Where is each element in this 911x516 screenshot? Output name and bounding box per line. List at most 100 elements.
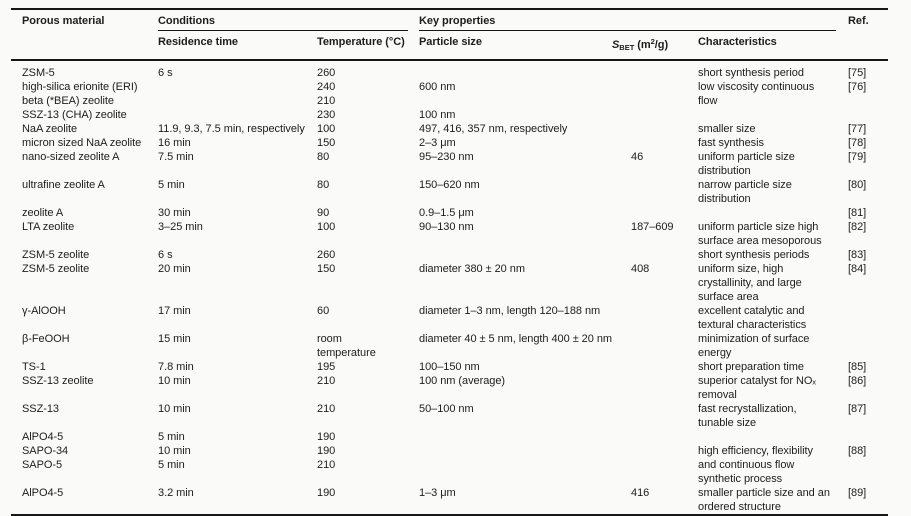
cell-particle-size <box>419 430 612 444</box>
cell-temperature: 190 <box>317 487 336 499</box>
column-header-residence-time-label: Residence time <box>158 36 239 48</box>
cell-characteristics: excellent catalytic and textural charact… <box>698 305 807 331</box>
cell-residence-time: 6 s <box>158 67 173 79</box>
cell-temperature: 80 <box>317 151 330 163</box>
cell-residence-time: 5 min <box>158 179 185 191</box>
column-header-characteristics-label: Characteristics <box>698 36 777 48</box>
cell-particle-size: 2–3 μm <box>419 137 456 149</box>
cell-particle-size: 100–150 nm <box>419 361 480 373</box>
cell-ref: [85] <box>848 361 867 373</box>
sbet-symbol: S <box>612 39 620 51</box>
table-header: Porous material Conditions Key propertie… <box>11 9 889 61</box>
sbet-superscript: 2 <box>650 37 655 46</box>
cell-characteristics: fast recrystallization, tunable size <box>698 403 797 429</box>
cell-particle-size: 95–230 nm <box>419 151 474 163</box>
cell-residence-time: 20 min <box>158 263 191 275</box>
cell-material: β-FeOOH <box>22 333 70 345</box>
cell-ref: [87] <box>848 403 867 415</box>
cell-material: LTA zeolite <box>22 221 75 233</box>
table-row: SSZ-13 10 min 210 50–100 nm fast recrystalli… <box>11 402 888 430</box>
cell-sbet <box>612 374 698 402</box>
cell-material: high-silica erionite (ERI) beta (*BEA) z… <box>22 81 138 121</box>
cell-material: SSZ-13 zeolite <box>22 375 94 387</box>
cell-residence-time: 15 min <box>158 333 191 345</box>
cell-material: γ-AlOOH <box>22 305 66 317</box>
cell-ref: [88] <box>848 445 867 457</box>
cell-ref: [77] <box>848 123 867 135</box>
cell-temperature: 190 210 <box>317 445 336 471</box>
column-header-porous-material-label: Porous material <box>22 15 105 27</box>
sbet-suffix: /g) <box>654 39 669 51</box>
cell-particle-size: 150–620 nm <box>419 179 480 191</box>
cell-particle-size <box>419 444 612 486</box>
cell-characteristics: fast synthesis <box>698 137 764 149</box>
cell-residence-time: 17 min <box>158 305 191 317</box>
cell-particle-size: 100 nm (average) <box>419 375 506 387</box>
cell-ref: [81] <box>848 207 867 219</box>
cell-temperature: 210 <box>317 375 336 387</box>
cell-characteristics: smaller size <box>698 123 756 135</box>
cell-ref: [76] <box>848 81 867 93</box>
cell-residence-time: 10 min 5 min <box>158 445 191 471</box>
cell-sbet <box>612 60 698 80</box>
cell-characteristics: short synthesis period <box>698 67 804 79</box>
cell-material: SAPO-34 SAPO-5 <box>22 445 69 471</box>
cell-temperature: 195 <box>317 361 336 373</box>
table-row: high-silica erionite (ERI) beta (*BEA) z… <box>11 80 888 122</box>
cell-material: SSZ-13 <box>22 403 59 415</box>
column-group-key-properties: Key properties <box>419 9 848 32</box>
cell-temperature: 210 <box>317 403 336 415</box>
cell-particle-size: 90–130 nm <box>419 221 474 233</box>
cell-temperature: 80 <box>317 179 330 191</box>
cell-sbet <box>612 178 698 206</box>
table-row: SSZ-13 zeolite 10 min 210 100 nm (average) s… <box>11 374 888 402</box>
cell-temperature: room temperature <box>317 333 376 359</box>
table-row: nano-sized zeolite A 7.5 min 80 95–230 nm 46… <box>11 150 888 178</box>
cell-characteristics: superior catalyst for NOₓ removal <box>698 375 816 401</box>
column-header-ref: Ref. <box>848 9 889 61</box>
cell-sbet <box>612 248 698 262</box>
column-header-temperature-label: Temperature (°C) <box>317 36 405 48</box>
table-container: Porous material Conditions Key propertie… <box>11 8 889 516</box>
cell-sbet: 46 <box>631 151 644 163</box>
cell-characteristics: short synthesis periods <box>698 249 810 261</box>
cell-temperature: 100 <box>317 221 336 233</box>
cell-particle-size: diameter 1–3 nm, length 120–188 nm <box>419 305 601 317</box>
table-row: LTA zeolite 3–25 min 100 90–130 nm 187–609 un… <box>11 220 888 248</box>
cell-residence-time: 3.2 min <box>158 487 194 499</box>
cell-ref: [80] <box>848 179 867 191</box>
cell-temperature: 190 <box>317 431 336 443</box>
header-group-row: Porous material Conditions Key propertie… <box>11 9 889 61</box>
table-row: β-FeOOH 15 min room temperature diameter 40… <box>11 332 888 360</box>
cell-ref <box>848 332 888 360</box>
cell-material: ZSM-5 zeolite <box>22 263 90 275</box>
cell-residence-time <box>158 80 317 122</box>
cell-sbet <box>612 304 698 332</box>
table-row: ZSM-5 zeolite 6 s 260 short synthesis perio… <box>11 248 888 262</box>
cell-residence-time: 11.9, 9.3, 7.5 min, respectively <box>158 123 305 135</box>
cell-particle-size: 497, 416, 357 nm, respectively <box>419 123 568 135</box>
cell-temperature: 100 <box>317 123 336 135</box>
cell-ref: [83] <box>848 249 867 261</box>
column-header-ref-label: Ref. <box>848 15 869 27</box>
cell-characteristics: uniform particle size distribution <box>698 151 795 177</box>
cell-sbet <box>612 444 698 486</box>
sbet-mid: (m <box>634 39 651 51</box>
table-row: γ-AlOOH 17 min 60 diameter 1–3 nm, length 1… <box>11 304 888 332</box>
column-header-particle-size: Particle size <box>419 32 612 61</box>
cell-temperature: 150 <box>317 263 336 275</box>
cell-ref: [82] <box>848 221 867 233</box>
cell-ref: [86] <box>848 375 867 387</box>
cell-sbet <box>612 80 698 122</box>
column-group-conditions: Conditions <box>158 9 419 32</box>
table-row: NaA zeolite 11.9, 9.3, 7.5 min, respectiv… <box>11 122 888 136</box>
cell-sbet <box>612 206 698 220</box>
cell-ref: [84] <box>848 263 867 275</box>
cell-characteristics: uniform size, high crystallinity, and la… <box>698 263 802 303</box>
cell-sbet <box>612 402 698 430</box>
cell-temperature: 240 210 230 <box>317 81 336 121</box>
table-row: TS-1 7.8 min 195 100–150 nm short preparatio… <box>11 360 888 374</box>
cell-material: zeolite A <box>22 207 64 219</box>
cell-temperature: 260 <box>317 67 336 79</box>
cell-sbet: 408 <box>631 263 650 275</box>
